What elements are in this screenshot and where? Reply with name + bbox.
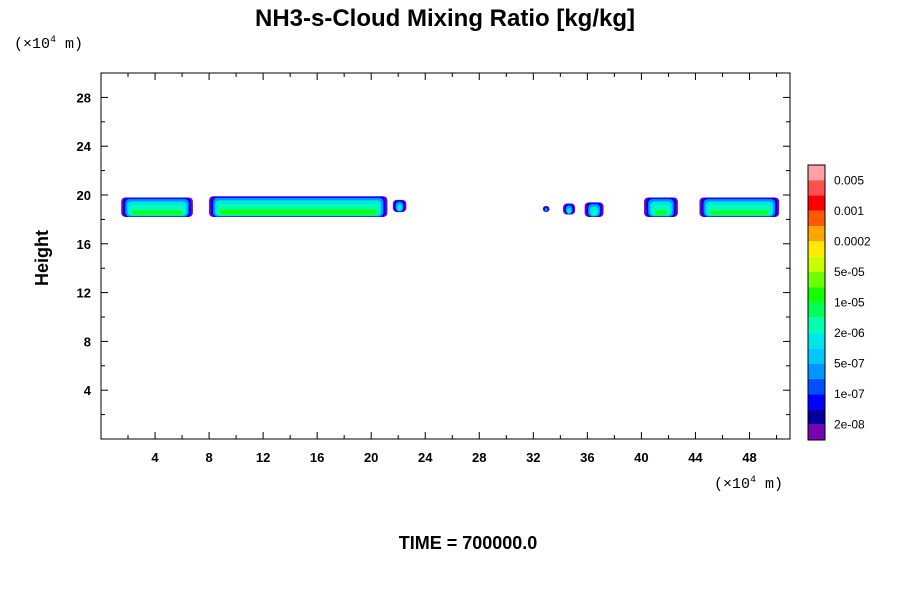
cloud-region: [710, 210, 769, 215]
colorbar-swatch: [808, 317, 825, 334]
cloud-region: [398, 207, 401, 211]
time-label: TIME = 700000.0: [399, 533, 538, 553]
y-tick-label: 28: [77, 90, 91, 105]
colorbar-label: 2e-08: [834, 418, 865, 432]
cloud-region: [219, 209, 377, 215]
x-unit-exponent: 4: [750, 475, 756, 486]
cloud-region: [591, 210, 597, 216]
colorbar-swatch: [808, 195, 825, 211]
colorbar-label: 5e-05: [834, 265, 865, 279]
x-tick-label: 28: [472, 450, 486, 465]
x-tick-label: 32: [526, 450, 540, 465]
cloud-region: [568, 210, 570, 214]
y-unit-suffix: m): [56, 36, 83, 53]
y-axis-label: Height: [32, 230, 52, 286]
colorbar-swatch: [808, 241, 825, 257]
colorbar-swatch: [808, 256, 825, 272]
plot-frame: [100, 72, 791, 440]
colorbar-label: 1e-05: [834, 296, 865, 310]
colorbar-swatch: [808, 333, 825, 349]
x-unit-prefix: (×10: [714, 476, 750, 493]
y-axis: 4 8 12 16 20 24 28: [77, 90, 790, 416]
x-tick-label: 44: [688, 450, 703, 465]
x-tick-label: 8: [205, 450, 212, 465]
cloud-layer: [121, 196, 780, 217]
y-tick-label: 24: [77, 139, 92, 154]
x-tick-label: 36: [580, 450, 594, 465]
colorbar-label: 2e-06: [834, 326, 865, 340]
colorbar-swatch: [808, 363, 825, 379]
x-tick-label: 48: [742, 450, 756, 465]
colorbar-swatch: [808, 226, 825, 242]
x-tick-label: 4: [151, 450, 159, 465]
x-axis: 4 8 12 16 20 24 28 32 36 40 44 48: [127, 73, 777, 465]
cloud-region: [397, 203, 403, 211]
x-unit-suffix: m): [756, 476, 783, 493]
colorbar-swatch: [808, 378, 825, 395]
y-tick-label: 12: [77, 286, 91, 301]
y-tick-label: 8: [84, 334, 91, 349]
colorbar-swatch: [808, 348, 825, 364]
colorbar-swatch: [808, 302, 825, 318]
x-tick-label: 20: [364, 450, 378, 465]
colorbar-swatch: [808, 165, 825, 181]
x-tick-label: 40: [634, 450, 648, 465]
colorbar-swatch: [808, 409, 825, 425]
x-tick-label: 12: [256, 450, 270, 465]
colorbar-swatch: [808, 210, 825, 227]
colorbar-swatch: [808, 394, 825, 410]
colorbar-label: 0.001: [834, 204, 864, 218]
cloud-region: [567, 207, 572, 214]
y-unit-prefix: (×10: [14, 36, 50, 53]
chart-title: NH3-s-Cloud Mixing Ratio [kg/kg]: [255, 5, 635, 32]
colorbar-swatch: [808, 424, 825, 440]
x-unit-label: (×104 m): [714, 475, 783, 493]
x-tick-label: 16: [310, 450, 324, 465]
colorbar-label: 0.0002: [834, 234, 871, 248]
y-tick-label: 20: [77, 188, 91, 203]
cloud-region: [544, 207, 548, 212]
y-tick-label: 16: [77, 237, 91, 252]
colorbar-label: 1e-07: [834, 387, 865, 401]
colorbar: 0.005 0.001 0.0002 5e-05 1e-05 2e-06 5e-07 1e-0…: [807, 164, 871, 441]
colorbar-label: 5e-07: [834, 357, 865, 371]
x-tick-label: 24: [418, 450, 433, 465]
y-unit-exponent: 4: [50, 35, 56, 46]
colorbar-label: 0.005: [834, 173, 864, 187]
y-unit-label: (×104 m): [14, 35, 83, 53]
cloud-region: [654, 210, 668, 215]
colorbar-swatch: [808, 287, 825, 303]
colorbar-swatch: [808, 180, 825, 196]
colorbar-swatch: [808, 271, 825, 288]
y-tick-label: 4: [84, 383, 92, 398]
colorbar-frame: [807, 164, 826, 441]
cloud-region: [132, 210, 183, 215]
